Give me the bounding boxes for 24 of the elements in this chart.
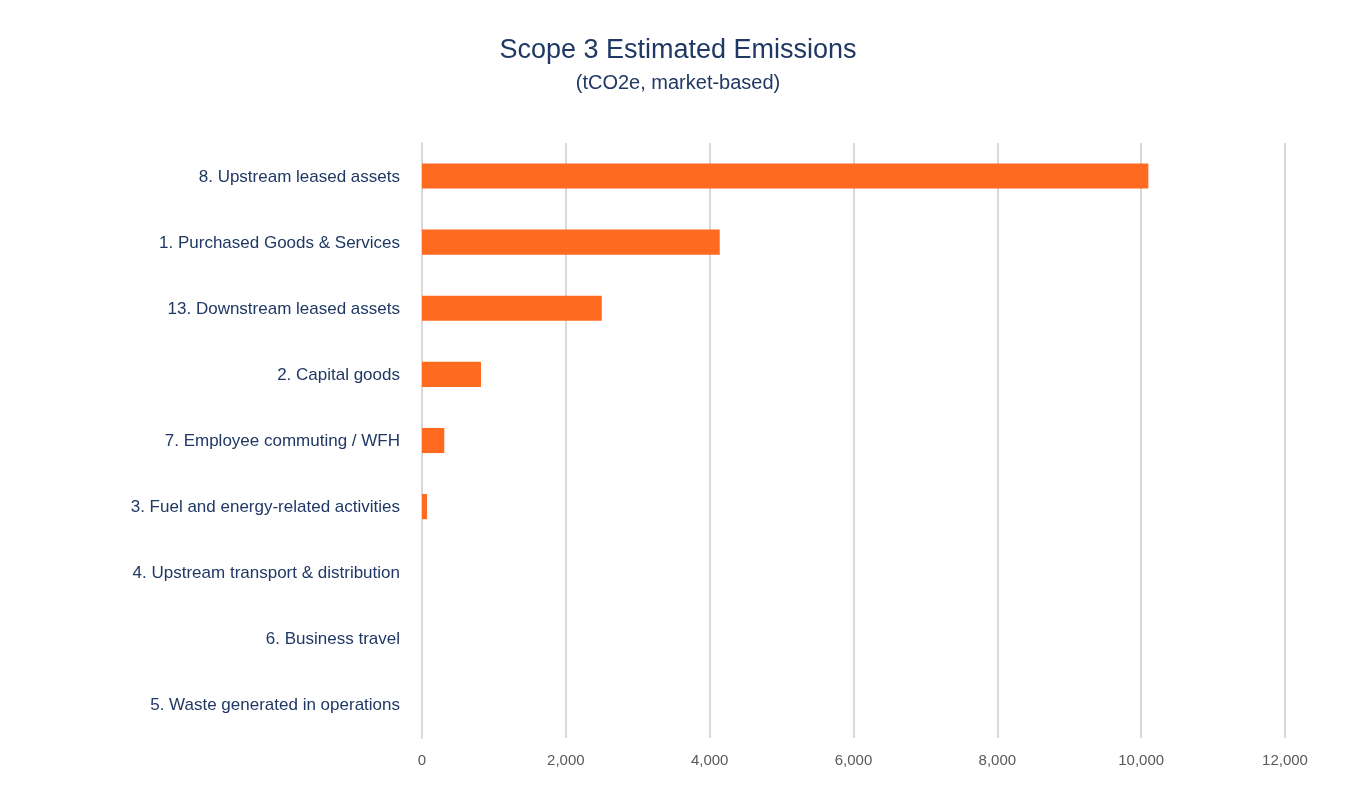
x-tick-label: 2,000	[547, 751, 585, 768]
bar	[422, 427, 445, 454]
y-tick-label: 1. Purchased Goods & Services	[159, 232, 400, 252]
bar	[422, 229, 720, 255]
y-tick-label: 4. Upstream transport & distribution	[132, 563, 400, 583]
x-tick-label: 4,000	[690, 751, 729, 768]
y-tick-label: 8. Upstream leased assets	[198, 166, 400, 186]
bar	[422, 163, 1149, 189]
x-tick-label: 10,000	[1118, 751, 1165, 768]
y-tick-label: 3. Fuel and energy-related activities	[130, 497, 400, 517]
x-tick-label: 8,000	[978, 751, 1017, 768]
y-tick-label: 6. Business travel	[265, 629, 400, 649]
y-tick-label: 7. Employee commuting / WFH	[164, 431, 400, 450]
bar	[422, 295, 602, 321]
bar	[422, 361, 481, 387]
chart-subtitle: (tCO2e, market-based)	[575, 71, 781, 93]
x-tick-label: 0	[417, 751, 427, 768]
bar	[422, 494, 428, 520]
y-tick-label: 5. Waste generated in operations	[150, 695, 400, 715]
chart-title: Scope 3 Estimated Emissions	[499, 33, 857, 64]
x-tick-label: 12,000	[1262, 751, 1308, 768]
y-tick-label: 2. Capital goods	[277, 364, 400, 384]
x-tick-label: 6,000	[834, 751, 873, 768]
y-tick-label: 13. Downstream leased assets	[167, 298, 400, 318]
